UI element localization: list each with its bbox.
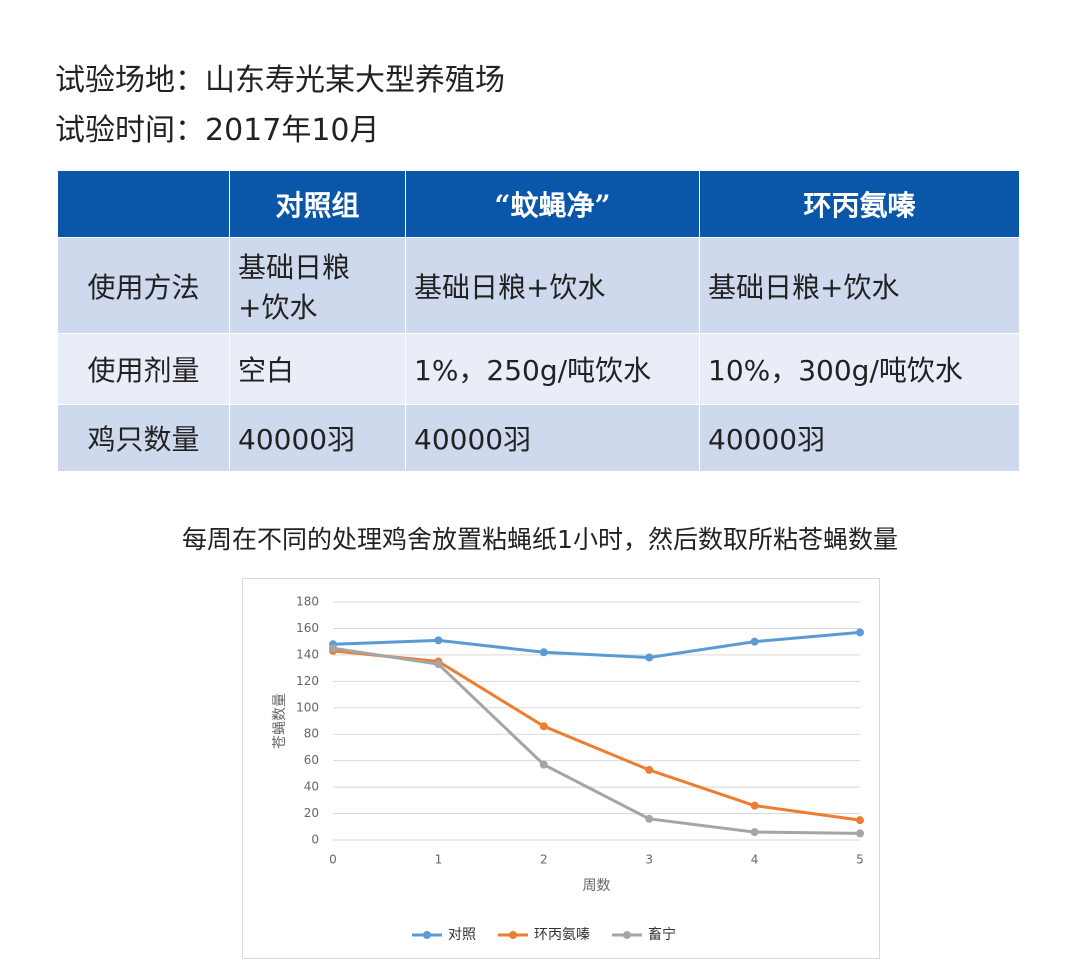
- table-cell: 使用剂量: [57, 333, 230, 405]
- table-cell: 基础日粮+饮水: [229, 237, 406, 334]
- table-cell: 10%，300g/吨饮水: [699, 333, 1020, 405]
- legend-marker: [509, 931, 517, 939]
- point: [750, 637, 759, 646]
- point: [434, 636, 443, 645]
- point: [539, 648, 548, 657]
- x-axis-label: 周数: [583, 878, 611, 894]
- x-tick-label: 2: [540, 853, 548, 867]
- x-tick-label: 1: [435, 853, 443, 867]
- x-tick-label: 0: [329, 853, 337, 867]
- legend-label: 环丙氨嗪: [534, 927, 590, 943]
- table-row: 使用方法 基础日粮+饮水 基础日粮+饮水 基础日粮+饮水: [57, 237, 1020, 334]
- line: [332, 646, 861, 835]
- y-tick-label: 80: [304, 727, 319, 741]
- table-cell: 鸡只数量: [57, 404, 230, 472]
- table-cell: 40000羽: [699, 404, 1020, 472]
- legend-marker: [423, 931, 431, 939]
- table: 对照组 “蚊蝇净” 环丙氨嗪 使用方法 基础日粮+饮水 基础日粮+饮水 基础日粮+饮水…: [57, 170, 1020, 472]
- point: [539, 760, 548, 769]
- table-cell: 40000羽: [405, 404, 700, 472]
- point: [329, 644, 337, 653]
- point: [856, 628, 864, 637]
- table-cell: 40000羽: [229, 404, 406, 472]
- point: [645, 765, 654, 774]
- y-tick-label: 120: [296, 674, 319, 688]
- table-cell: 基础日粮+饮水: [699, 237, 1020, 334]
- caption: 每周在不同的处理鸡舍放置粘蝇纸1小时，然后数取所粘苍蝇数量: [182, 525, 898, 554]
- legend-marker: [623, 931, 631, 939]
- point: [750, 801, 759, 810]
- line: [332, 630, 861, 660]
- header-line: 试验时间：2017年10月: [55, 113, 380, 148]
- point: [645, 653, 654, 662]
- header-cell: “蚊蝇净”: [405, 170, 700, 238]
- table-row: 鸡只数量 40000羽 40000羽 40000羽: [57, 404, 1020, 472]
- header-cell: [57, 170, 230, 238]
- legend-label: 畜宁: [648, 926, 676, 943]
- y-tick-label: 60: [304, 753, 319, 767]
- y-tick-label: 40: [304, 780, 319, 794]
- table-cell: 基础日粮+饮水: [405, 237, 700, 334]
- x-tick-label: 3: [645, 853, 653, 867]
- y-axis-label: 苍蝇数量: [272, 693, 288, 749]
- x-tick-label: 4: [751, 853, 759, 867]
- y-tick-label: 20: [304, 806, 319, 820]
- point: [434, 660, 443, 669]
- header-line: 试验场地：山东寿光某大型养殖场: [55, 63, 505, 98]
- point: [750, 828, 759, 837]
- point: [539, 722, 548, 731]
- x-tick-label: 5: [856, 853, 864, 867]
- point: [645, 814, 654, 823]
- header-cell: 对照组: [229, 170, 406, 238]
- y-tick-label: 140: [296, 647, 319, 661]
- table-cell: 使用方法: [57, 237, 230, 334]
- y-tick-label: 0: [311, 833, 319, 847]
- table-cell: 空白: [229, 333, 406, 405]
- point: [856, 829, 864, 838]
- point: [856, 816, 864, 825]
- line: [332, 649, 861, 822]
- table-cell: 1%，250g/吨饮水: [405, 333, 700, 405]
- legend-label: 对照: [448, 927, 476, 943]
- header-cell: 环丙氨嗪: [699, 170, 1020, 238]
- y-tick-label: 160: [296, 621, 319, 635]
- y-tick-label: 100: [296, 700, 319, 714]
- table-row: 使用剂量 空白 1%，250g/吨饮水 10%，300g/吨饮水: [57, 333, 1020, 405]
- y-tick-label: 180: [296, 595, 319, 609]
